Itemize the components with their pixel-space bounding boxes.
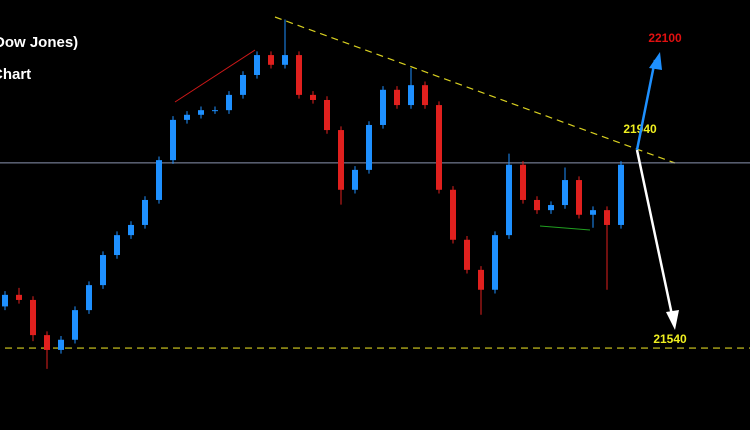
candle-body xyxy=(492,235,498,290)
candle-body xyxy=(562,180,568,206)
candle-body xyxy=(422,85,428,106)
candle-body xyxy=(114,235,120,256)
candle-body xyxy=(478,269,484,290)
candle-body xyxy=(366,124,372,170)
candle-body xyxy=(534,199,540,211)
chart-title: Dow Jones) xyxy=(0,34,78,51)
candle-body xyxy=(268,55,274,65)
candle-body xyxy=(352,169,358,190)
candle-body xyxy=(576,180,582,215)
candle-body xyxy=(338,130,344,190)
candle-body xyxy=(520,164,526,200)
candle-body xyxy=(282,55,288,65)
candle-body xyxy=(436,105,442,190)
candle-body xyxy=(72,310,78,340)
arrow-head xyxy=(649,52,662,70)
candle-body xyxy=(324,99,330,131)
candle-body xyxy=(548,205,554,211)
candle-body xyxy=(2,294,8,307)
arrow-head xyxy=(666,310,679,330)
trend-line xyxy=(274,16,676,164)
candle-body xyxy=(212,110,218,112)
candle-body xyxy=(618,164,624,225)
arrow-down xyxy=(635,149,674,316)
candle-body xyxy=(464,239,470,270)
candle-body xyxy=(30,299,36,336)
candle-body xyxy=(380,89,386,125)
candle-body xyxy=(44,335,50,350)
candle-body xyxy=(450,189,456,240)
candle-body xyxy=(198,110,204,115)
candle-body xyxy=(604,210,610,225)
candle-body xyxy=(100,255,106,286)
support-line xyxy=(174,49,256,103)
candle-body xyxy=(590,210,596,215)
candle-body xyxy=(506,164,512,236)
candle-body xyxy=(296,55,302,95)
candle-body xyxy=(128,224,134,236)
candle-body xyxy=(254,55,260,75)
candle-body xyxy=(226,94,232,111)
chart-subtitle: Chart xyxy=(0,66,31,83)
candle-body xyxy=(394,89,400,106)
candle-body xyxy=(170,119,176,161)
candle-body xyxy=(408,85,414,106)
level-label: 21540 xyxy=(653,332,687,346)
candle-body xyxy=(58,339,64,350)
arrow-up xyxy=(635,59,657,151)
level-label: 22100 xyxy=(648,31,682,45)
candle-body xyxy=(156,160,162,200)
candle-body xyxy=(142,199,148,225)
candle-body xyxy=(240,74,246,95)
candle-body xyxy=(184,114,190,120)
candle-body xyxy=(16,294,22,300)
candle-body xyxy=(310,94,316,100)
candle-body xyxy=(86,285,92,311)
support-line xyxy=(539,225,591,231)
